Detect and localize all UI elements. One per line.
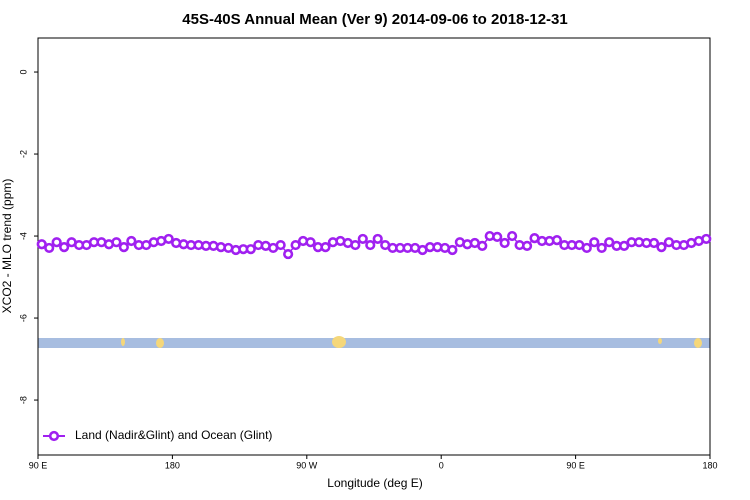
data-point (245, 244, 256, 255)
data-point (648, 237, 660, 249)
land-spot (694, 338, 702, 348)
data-point (499, 237, 510, 249)
y-tick-label: 0 (18, 70, 28, 75)
land-spot (121, 338, 125, 346)
data-point (596, 242, 607, 254)
data-point (589, 237, 600, 248)
data-point (163, 233, 174, 245)
y-tick-label: -8 (18, 396, 28, 404)
data-point (305, 237, 316, 248)
legend-marker (48, 430, 60, 442)
data-point (350, 239, 361, 251)
data-point (59, 242, 70, 253)
data-point (372, 233, 383, 245)
legend-label: Land (Nadir&Glint) and Ocean (Glint) (75, 428, 272, 442)
data-point (36, 239, 47, 250)
land-spot (658, 338, 662, 344)
data-point (521, 240, 533, 251)
data-point (507, 230, 518, 242)
data-point (619, 240, 630, 251)
data-point (51, 237, 62, 248)
x-tick-label: 90 W (296, 460, 318, 470)
x-tick-label: 90 E (29, 460, 48, 470)
data-point (656, 242, 667, 253)
data-point (581, 242, 592, 254)
data-point (118, 242, 129, 253)
ocean-strip (38, 338, 710, 348)
y-tick-label: -4 (18, 232, 28, 240)
data-point (126, 235, 137, 247)
y-tick-label: -2 (18, 150, 28, 158)
data-point (492, 231, 503, 242)
x-tick-label: 180 (702, 460, 717, 470)
x-tick-label: 90 E (566, 460, 585, 470)
land-spot (156, 338, 164, 348)
data-point (275, 239, 286, 251)
y-tick-label: -6 (18, 314, 28, 322)
chart-title: 45S-40S Annual Mean (Ver 9) 2014-09-06 t… (182, 11, 567, 28)
data-point (283, 248, 294, 260)
data-point (477, 240, 488, 251)
data-point (604, 237, 615, 248)
data-point (290, 239, 301, 251)
data-point (701, 233, 712, 245)
data-point (365, 239, 376, 251)
x-axis-label: Longitude (deg E) (327, 476, 422, 490)
y-axis-label: XCO2 - MLO trend (ppm) (0, 179, 14, 314)
data-point (111, 237, 122, 248)
x-tick-label: 180 (165, 460, 180, 470)
data-point (44, 242, 55, 254)
map-strip (38, 336, 710, 348)
data-point (447, 244, 458, 256)
data-point (357, 233, 368, 245)
x-tick-label: 0 (439, 460, 444, 470)
data-point (320, 242, 331, 253)
data-point (551, 235, 563, 246)
land-spot (332, 336, 346, 348)
